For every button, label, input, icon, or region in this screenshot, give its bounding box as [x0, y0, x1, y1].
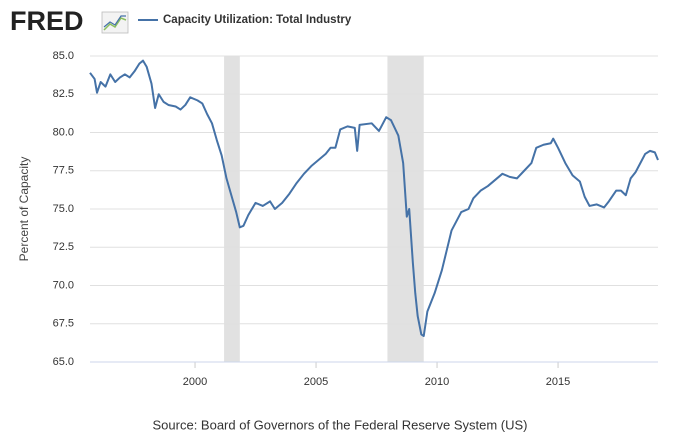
data-line: [89, 59, 659, 337]
legend-label: Capacity Utilization: Total Industry: [163, 14, 352, 26]
y-tick-label: 85.0: [53, 50, 74, 62]
x-tick-label: 2000: [183, 376, 207, 388]
y-tick-label: 82.5: [53, 88, 74, 100]
x-tick-label: 2010: [425, 376, 449, 388]
y-tick-label: 70.0: [53, 279, 74, 291]
source: Source: Board of Governors of the Federa…: [153, 417, 528, 432]
y-tick-label: 80.0: [53, 126, 74, 138]
logo: FRED: [10, 6, 84, 36]
y-tick-label: 65.0: [53, 356, 74, 368]
y-tick-label: 72.5: [53, 241, 74, 253]
x-tick-label: 2005: [304, 376, 328, 388]
y-tick-label: 67.5: [53, 318, 74, 330]
y-tick-label: 77.5: [53, 165, 74, 177]
y-tick-label: 75.0: [53, 203, 74, 215]
logo-icon: [101, 11, 129, 34]
x-tick-label: 2015: [546, 376, 570, 388]
y-axis-title: Percent of Capacity: [17, 157, 31, 262]
